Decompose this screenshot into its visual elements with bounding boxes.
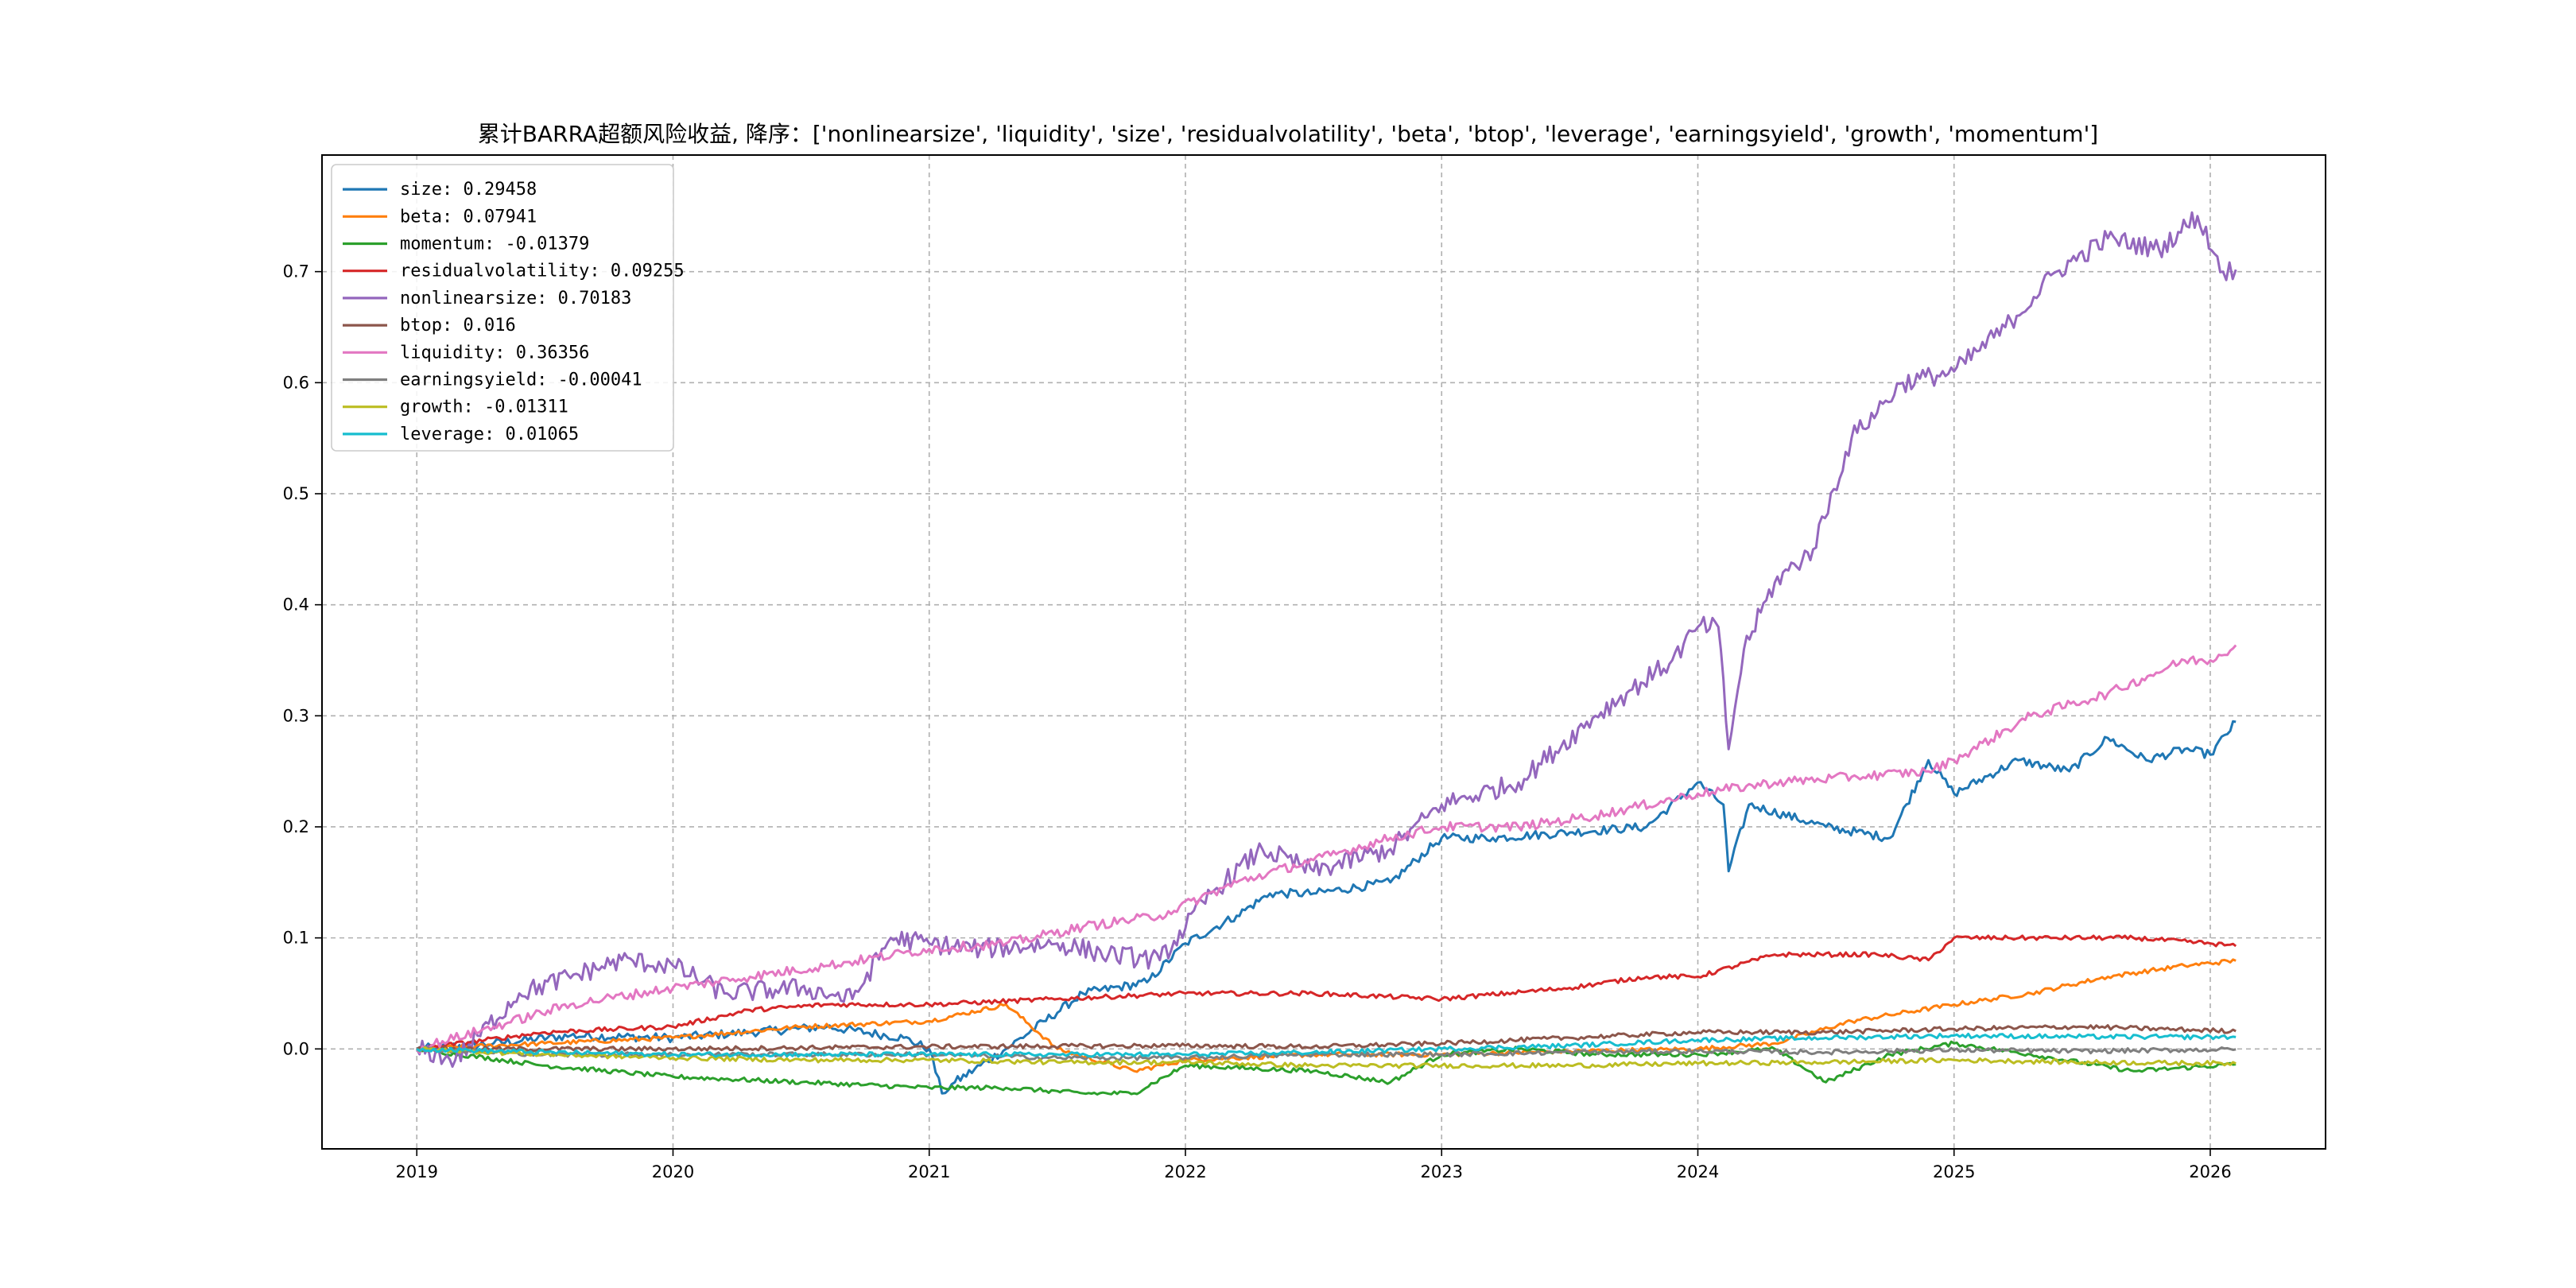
x-tick-label: 2023 (1421, 1162, 1463, 1181)
legend-label-momentum: momentum: -0.01379 (400, 235, 589, 254)
x-tick-label: 2024 (1677, 1162, 1719, 1181)
legend-box (331, 164, 674, 452)
series-line-leverage (416, 1032, 2237, 1058)
legend-label-size: size: 0.29458 (400, 180, 537, 200)
x-tick-label: 2019 (396, 1162, 438, 1181)
plot-frame (321, 154, 2326, 1150)
x-tick-label: 2026 (2189, 1162, 2231, 1181)
legend-label-nonlinearsize: nonlinearsize: 0.70183 (400, 289, 631, 308)
x-tick-label: 2025 (1933, 1162, 1975, 1181)
y-tick-label: 0.0 (283, 1039, 309, 1058)
y-tick-label: 0.5 (283, 484, 309, 503)
legend-label-growth: growth: -0.01311 (400, 398, 568, 417)
series-line-liquidity (415, 644, 2237, 1054)
chart-title: 累计BARRA超额风险收益, 降序：['nonlinearsize', 'liq… (478, 121, 2098, 147)
series-line-residualvolatility (417, 934, 2237, 1050)
series-line-momentum (416, 1040, 2237, 1096)
x-tick-label: 2020 (652, 1162, 694, 1181)
y-tick-label: 0.4 (283, 596, 309, 615)
legend-label-leverage: leverage: 0.01065 (400, 425, 579, 444)
series-lines (415, 211, 2237, 1096)
legend-label-beta: beta: 0.07941 (400, 207, 537, 227)
x-tick-label: 2022 (1164, 1162, 1206, 1181)
y-tick-label: 0.7 (283, 262, 309, 281)
legend: size: 0.29458 beta: 0.07941 momentum: -0.0… (331, 164, 685, 452)
legend-label-liquidity: liquidity: 0.36356 (400, 343, 589, 363)
series-line-btop (416, 1024, 2237, 1053)
legend-label-earningsyield: earningsyield: -0.00041 (400, 370, 642, 390)
y-tick-label: 0.3 (283, 706, 309, 725)
legend-label-btop: btop: 0.016 (400, 316, 516, 336)
x-tick-label: 2021 (908, 1162, 950, 1181)
series-line-nonlinearsize (415, 211, 2237, 1069)
y-tick-label: 0.1 (283, 929, 309, 948)
series-line-growth (416, 1046, 2237, 1069)
y-tick-label: 0.2 (283, 817, 309, 836)
axes: 2019 2020 2021 2022 2023 2024 2025 2026 0.0 0.1 0.… (283, 262, 2232, 1181)
legend-label-residualvolatility: residualvolatility: 0.09255 (400, 262, 685, 281)
y-tick-label: 0.6 (283, 373, 309, 392)
